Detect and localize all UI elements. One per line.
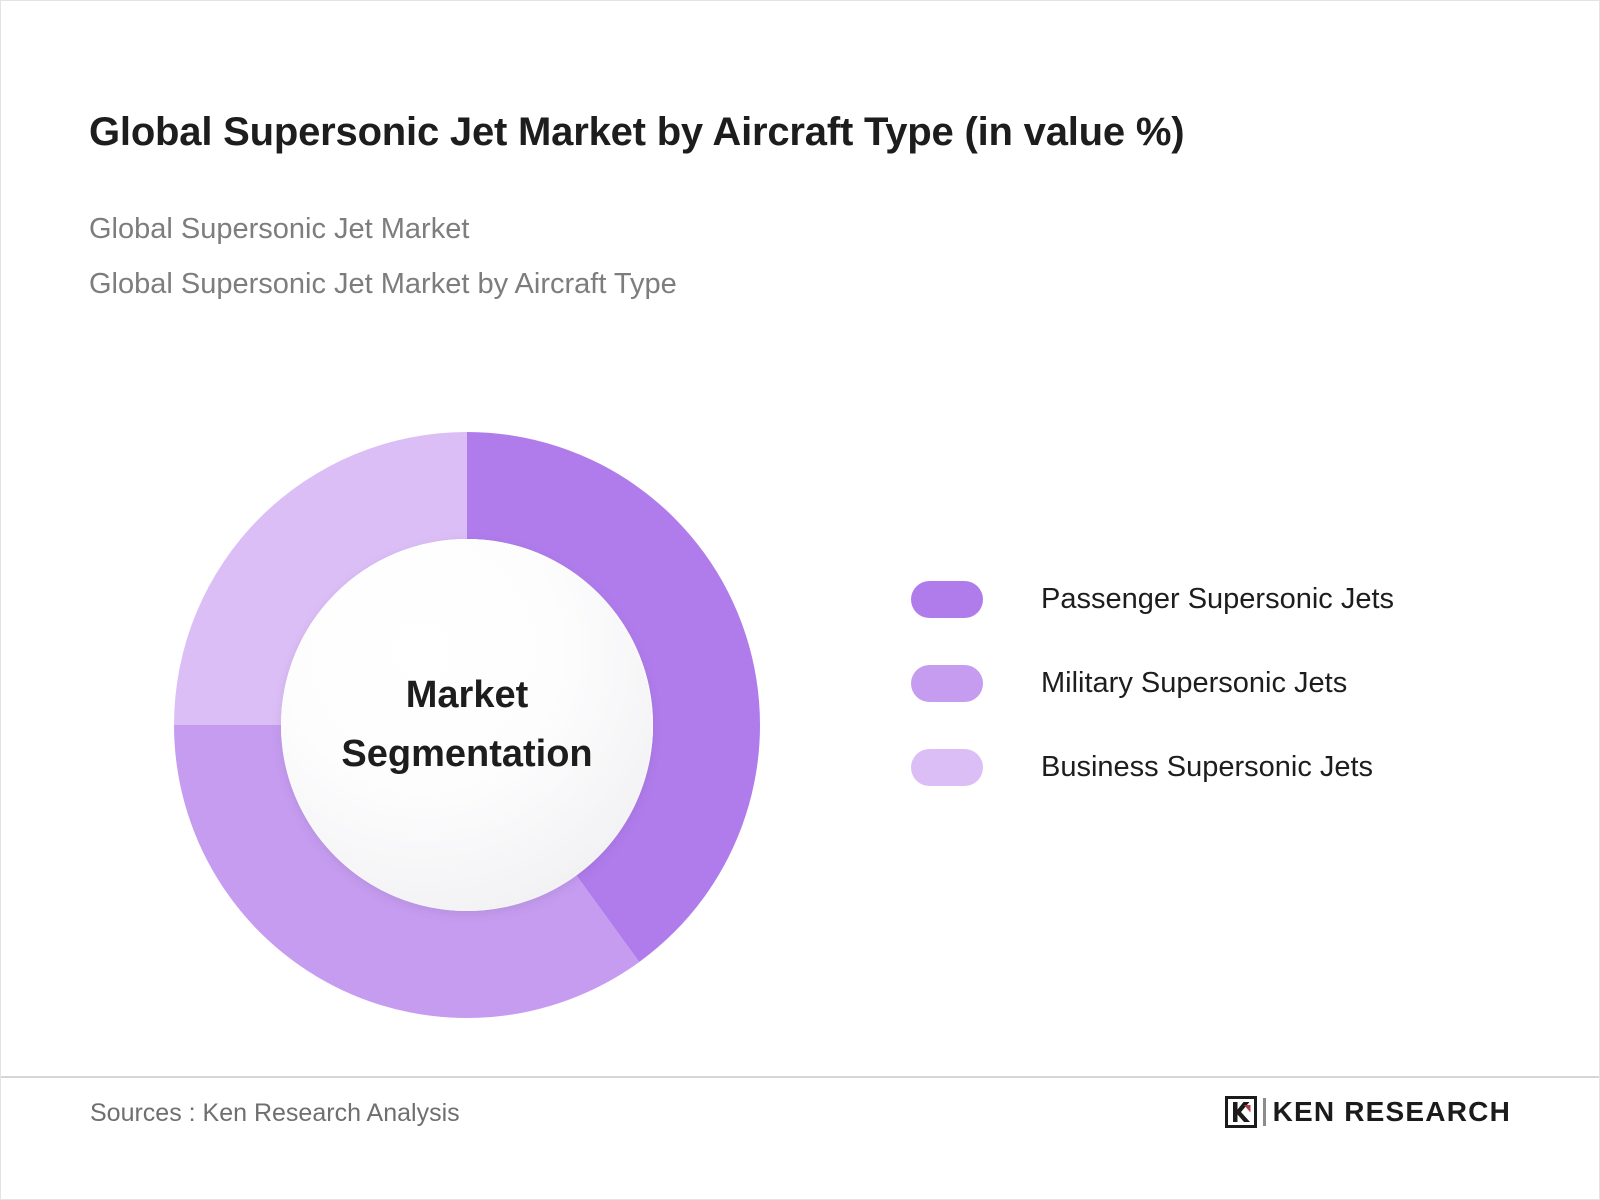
legend-swatch-icon-military <box>911 664 983 702</box>
donut-slice-business[interactable] <box>174 432 467 725</box>
donut-center-hole: Market Segmentation <box>281 539 653 911</box>
donut-center-label-line1: Market <box>405 674 529 717</box>
source-note: Sources : Ken Research Analysis <box>90 1099 460 1127</box>
donut-center-label-line2: Segmentation <box>341 733 593 775</box>
brand-name: KEN RESEARCH <box>1272 1096 1511 1127</box>
subtitle-block: Global Supersonic Jet Market Global Supe… <box>89 215 1509 299</box>
header: Global Supersonic Jet Market by Aircraft… <box>89 109 1509 299</box>
legend: Passenger Supersonic Jets Military Super… <box>911 557 1471 809</box>
legend-item-military[interactable]: Military Supersonic Jets <box>911 641 1471 725</box>
donut-chart: Market Segmentation <box>174 432 760 1018</box>
subtitle-primary: Global Supersonic Jet Market <box>89 213 470 245</box>
donut-slice-passenger[interactable] <box>467 432 760 963</box>
legend-item-passenger[interactable]: Passenger Supersonic Jets <box>911 557 1471 641</box>
ken-research-k-mark-icon <box>1224 1096 1257 1128</box>
donut-chart-svg <box>174 432 760 1018</box>
donut-slices <box>174 432 760 1018</box>
legend-label-business: Business Supersonic Jets <box>1041 750 1374 783</box>
legend-label-military: Military Supersonic Jets <box>1041 666 1348 699</box>
brand-logo: KEN RESEARCH <box>1224 1095 1511 1129</box>
donut-slice-military[interactable] <box>174 725 640 1018</box>
page-title: Global Supersonic Jet Market by Aircraft… <box>89 110 1185 154</box>
footer-divider <box>1 1076 1599 1078</box>
subtitle-secondary: Global Supersonic Jet Market by Aircraft… <box>89 268 677 300</box>
legend-swatch-icon-business <box>911 748 983 786</box>
legend-swatch-icon-passenger <box>911 580 983 618</box>
legend-label-passenger: Passenger Supersonic Jets <box>1041 582 1395 615</box>
legend-item-business[interactable]: Business Supersonic Jets <box>911 725 1471 809</box>
brand-separator <box>1262 1098 1266 1126</box>
